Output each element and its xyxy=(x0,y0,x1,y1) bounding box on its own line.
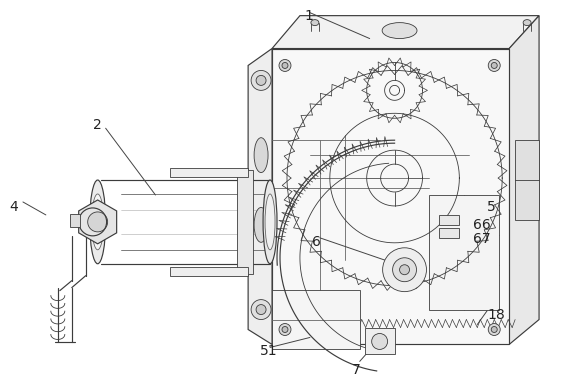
Circle shape xyxy=(491,326,497,333)
Polygon shape xyxy=(79,200,117,244)
Polygon shape xyxy=(440,215,459,225)
Ellipse shape xyxy=(90,180,106,264)
Circle shape xyxy=(282,326,288,333)
Circle shape xyxy=(279,60,291,71)
Ellipse shape xyxy=(254,138,268,172)
Text: 67: 67 xyxy=(473,232,491,246)
Polygon shape xyxy=(365,328,395,354)
Text: 6: 6 xyxy=(312,235,321,249)
Ellipse shape xyxy=(92,194,104,250)
Circle shape xyxy=(256,305,266,314)
Text: 7: 7 xyxy=(352,363,360,377)
Text: 18: 18 xyxy=(487,308,505,321)
Circle shape xyxy=(400,265,409,275)
Text: 2: 2 xyxy=(93,118,101,132)
Polygon shape xyxy=(171,267,248,276)
Circle shape xyxy=(392,258,417,282)
Circle shape xyxy=(488,60,500,71)
Polygon shape xyxy=(515,140,539,220)
Circle shape xyxy=(282,63,288,68)
Circle shape xyxy=(383,248,427,291)
Circle shape xyxy=(488,324,500,336)
Text: 66: 66 xyxy=(473,218,491,232)
Ellipse shape xyxy=(265,194,275,250)
Circle shape xyxy=(251,70,271,90)
Text: 4: 4 xyxy=(9,200,18,214)
Text: 5: 5 xyxy=(487,200,496,214)
Ellipse shape xyxy=(311,20,319,26)
Ellipse shape xyxy=(263,180,277,264)
Ellipse shape xyxy=(523,20,531,26)
Polygon shape xyxy=(237,170,253,274)
Polygon shape xyxy=(171,168,248,177)
Text: 1: 1 xyxy=(305,9,314,23)
Polygon shape xyxy=(70,214,80,227)
Circle shape xyxy=(279,324,291,336)
Circle shape xyxy=(491,63,497,68)
Circle shape xyxy=(372,333,387,349)
Circle shape xyxy=(256,75,266,85)
Polygon shape xyxy=(272,16,539,48)
Polygon shape xyxy=(272,290,360,349)
Polygon shape xyxy=(430,195,499,310)
Text: 51: 51 xyxy=(260,344,278,358)
Polygon shape xyxy=(248,48,272,344)
Polygon shape xyxy=(272,48,509,344)
Ellipse shape xyxy=(254,207,268,242)
Polygon shape xyxy=(440,228,459,238)
Circle shape xyxy=(88,212,108,232)
Ellipse shape xyxy=(382,23,417,38)
Polygon shape xyxy=(509,16,539,344)
Circle shape xyxy=(251,300,271,319)
